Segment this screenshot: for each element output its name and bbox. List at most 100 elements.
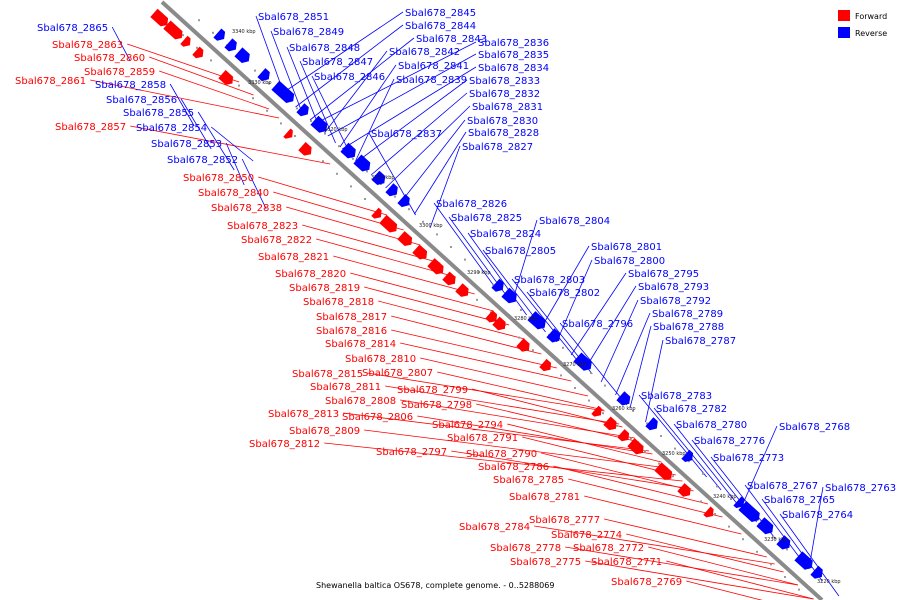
reverse-gene-label: Sbal678_2763 xyxy=(825,483,896,494)
axis-dot xyxy=(730,498,732,500)
reverse-gene-label: Sbal678_2844 xyxy=(405,21,476,32)
forward-gene-label: Sbal678_2859 xyxy=(84,67,155,78)
axis-dot xyxy=(322,160,324,163)
forward-gene xyxy=(298,142,312,156)
reverse-gene-label: Sbal678_2832 xyxy=(469,89,540,100)
forward-gene-label: Sbal678_2786 xyxy=(478,462,549,473)
axis-dot xyxy=(672,475,674,478)
reverse-label-connector xyxy=(744,484,807,568)
forward-gene xyxy=(283,128,293,139)
axis-dot xyxy=(520,309,522,311)
reverse-gene-label: Sbal678_2854 xyxy=(136,123,207,134)
reverse-gene-label: Sbal678_2842 xyxy=(389,47,460,58)
forward-label-connector xyxy=(507,423,662,463)
reverse-label-connector xyxy=(414,131,467,215)
reverse-gene xyxy=(224,38,237,52)
forward-label-connector xyxy=(534,525,775,565)
reverse-gene-label: Sbal678_2852 xyxy=(167,155,238,166)
reverse-gene-label: Sbal678_2837 xyxy=(371,129,442,140)
forward-label-connector xyxy=(364,429,669,469)
reverse-gene-label: Sbal678_2788 xyxy=(653,322,724,333)
forward-gene-label: Sbal678_2821 xyxy=(258,252,329,263)
forward-gene xyxy=(627,438,644,455)
reverse-gene-label: Sbal678_2851 xyxy=(258,12,329,23)
reverse-gene-label: Sbal678_2764 xyxy=(782,510,853,521)
reverse-label-connector xyxy=(197,111,235,171)
axis-dot xyxy=(254,69,256,72)
axis-ticks: 3340 kbp 3330 kbp 3320 kbp 3310 kbp 3300 kbp… xyxy=(232,29,841,585)
axis-tick-label: 3320 kbp xyxy=(324,127,348,133)
axis-dot xyxy=(728,525,730,528)
forward-gene-label: Sbal678_2774 xyxy=(551,530,622,541)
forward-gene xyxy=(180,35,191,47)
axis-dot xyxy=(478,271,480,274)
axis-dot xyxy=(590,372,592,374)
reverse-label-connector xyxy=(673,423,740,507)
reverse-gene-label: Sbal678_2782 xyxy=(656,404,727,415)
reverse-gene-label: Sbal678_2830 xyxy=(467,116,538,127)
forward-gene-label: Sbal678_2778 xyxy=(490,543,561,554)
forward-gene-label: Sbal678_2819 xyxy=(289,283,360,294)
reverse-label-connector xyxy=(615,312,651,396)
reverse-label-connector xyxy=(559,322,627,406)
reverse-gene-label: Sbal678_2849 xyxy=(273,27,344,38)
reverse-gene-label: Sbal678_2773 xyxy=(713,453,784,464)
forward-gene-label: Sbal678_2816 xyxy=(316,326,387,337)
forward-label-connector xyxy=(541,452,694,492)
axis-tick-label: 3220 kbp xyxy=(817,579,841,585)
reverse-gene-label: Sbal678_2780 xyxy=(676,420,747,431)
reverse-gene-label: Sbal678_2865 xyxy=(37,23,108,34)
reverse-label-connector xyxy=(299,60,336,144)
axis-dot xyxy=(646,422,648,425)
forward-gene-label: Sbal678_2820 xyxy=(275,269,346,280)
reverse-gene-label: Sbal678_2843 xyxy=(416,34,487,45)
axis-dot xyxy=(700,500,702,503)
forward-label-connector xyxy=(333,255,475,295)
axis-dot xyxy=(574,387,576,389)
reverse-gene xyxy=(234,47,250,63)
forward-gene-label: Sbal678_2863 xyxy=(52,40,123,51)
axis-dot xyxy=(338,145,340,148)
reverse-label-connector xyxy=(370,92,468,176)
reverse-gene-label: Sbal678_2793 xyxy=(638,282,709,293)
axis-dot xyxy=(716,485,718,488)
reverse-label-connector xyxy=(556,259,593,343)
axis-dot xyxy=(366,170,368,173)
forward-label-connector xyxy=(565,546,799,586)
reverse-gene-label: Sbal678_2853 xyxy=(151,139,222,150)
axis-dot xyxy=(408,208,410,211)
forward-label-connector xyxy=(666,560,814,600)
forward-label-connector xyxy=(364,286,510,326)
axis-dot xyxy=(436,233,438,236)
reverse-gene xyxy=(385,183,398,197)
forward-label-connector xyxy=(400,342,572,382)
forward-gene xyxy=(677,483,691,497)
forward-gene-label: Sbal678_2811 xyxy=(310,382,381,393)
axis-dot xyxy=(280,122,282,125)
reverse-gene xyxy=(733,496,745,509)
forward-gene xyxy=(603,416,617,431)
reverse-gene xyxy=(573,352,592,371)
reverse-label-connector xyxy=(585,285,637,369)
forward-gene xyxy=(163,20,183,40)
axis-tick-label: 3250 kbp xyxy=(662,451,686,457)
axis-tick-label: 3230 kbp xyxy=(764,537,788,543)
axis-dot xyxy=(532,349,534,352)
reverse-gene-label: Sbal678_2847 xyxy=(302,57,373,68)
axis-dot xyxy=(492,283,494,286)
reverse-label-connector xyxy=(645,339,664,423)
forward-gene-label: Sbal678_2840 xyxy=(198,188,269,199)
forward-label-connector xyxy=(324,442,683,482)
reverse-gene-label: Sbal678_2768 xyxy=(779,422,850,433)
reverse-gene-label: Sbal678_2801 xyxy=(591,242,662,253)
reverse-label-connector xyxy=(570,272,627,356)
reverse-gene xyxy=(310,115,328,133)
gene-features xyxy=(150,8,823,579)
forward-gene-label: Sbal678_2817 xyxy=(316,312,387,323)
reverse-gene xyxy=(340,142,356,159)
forward-gene-label: Sbal678_2814 xyxy=(325,339,396,350)
forward-gene-label: Sbal678_2777 xyxy=(529,515,600,526)
forward-gene xyxy=(516,338,530,352)
axis-tick-label: 3300 kbp xyxy=(419,223,443,229)
reverse-label-connector xyxy=(355,78,395,162)
